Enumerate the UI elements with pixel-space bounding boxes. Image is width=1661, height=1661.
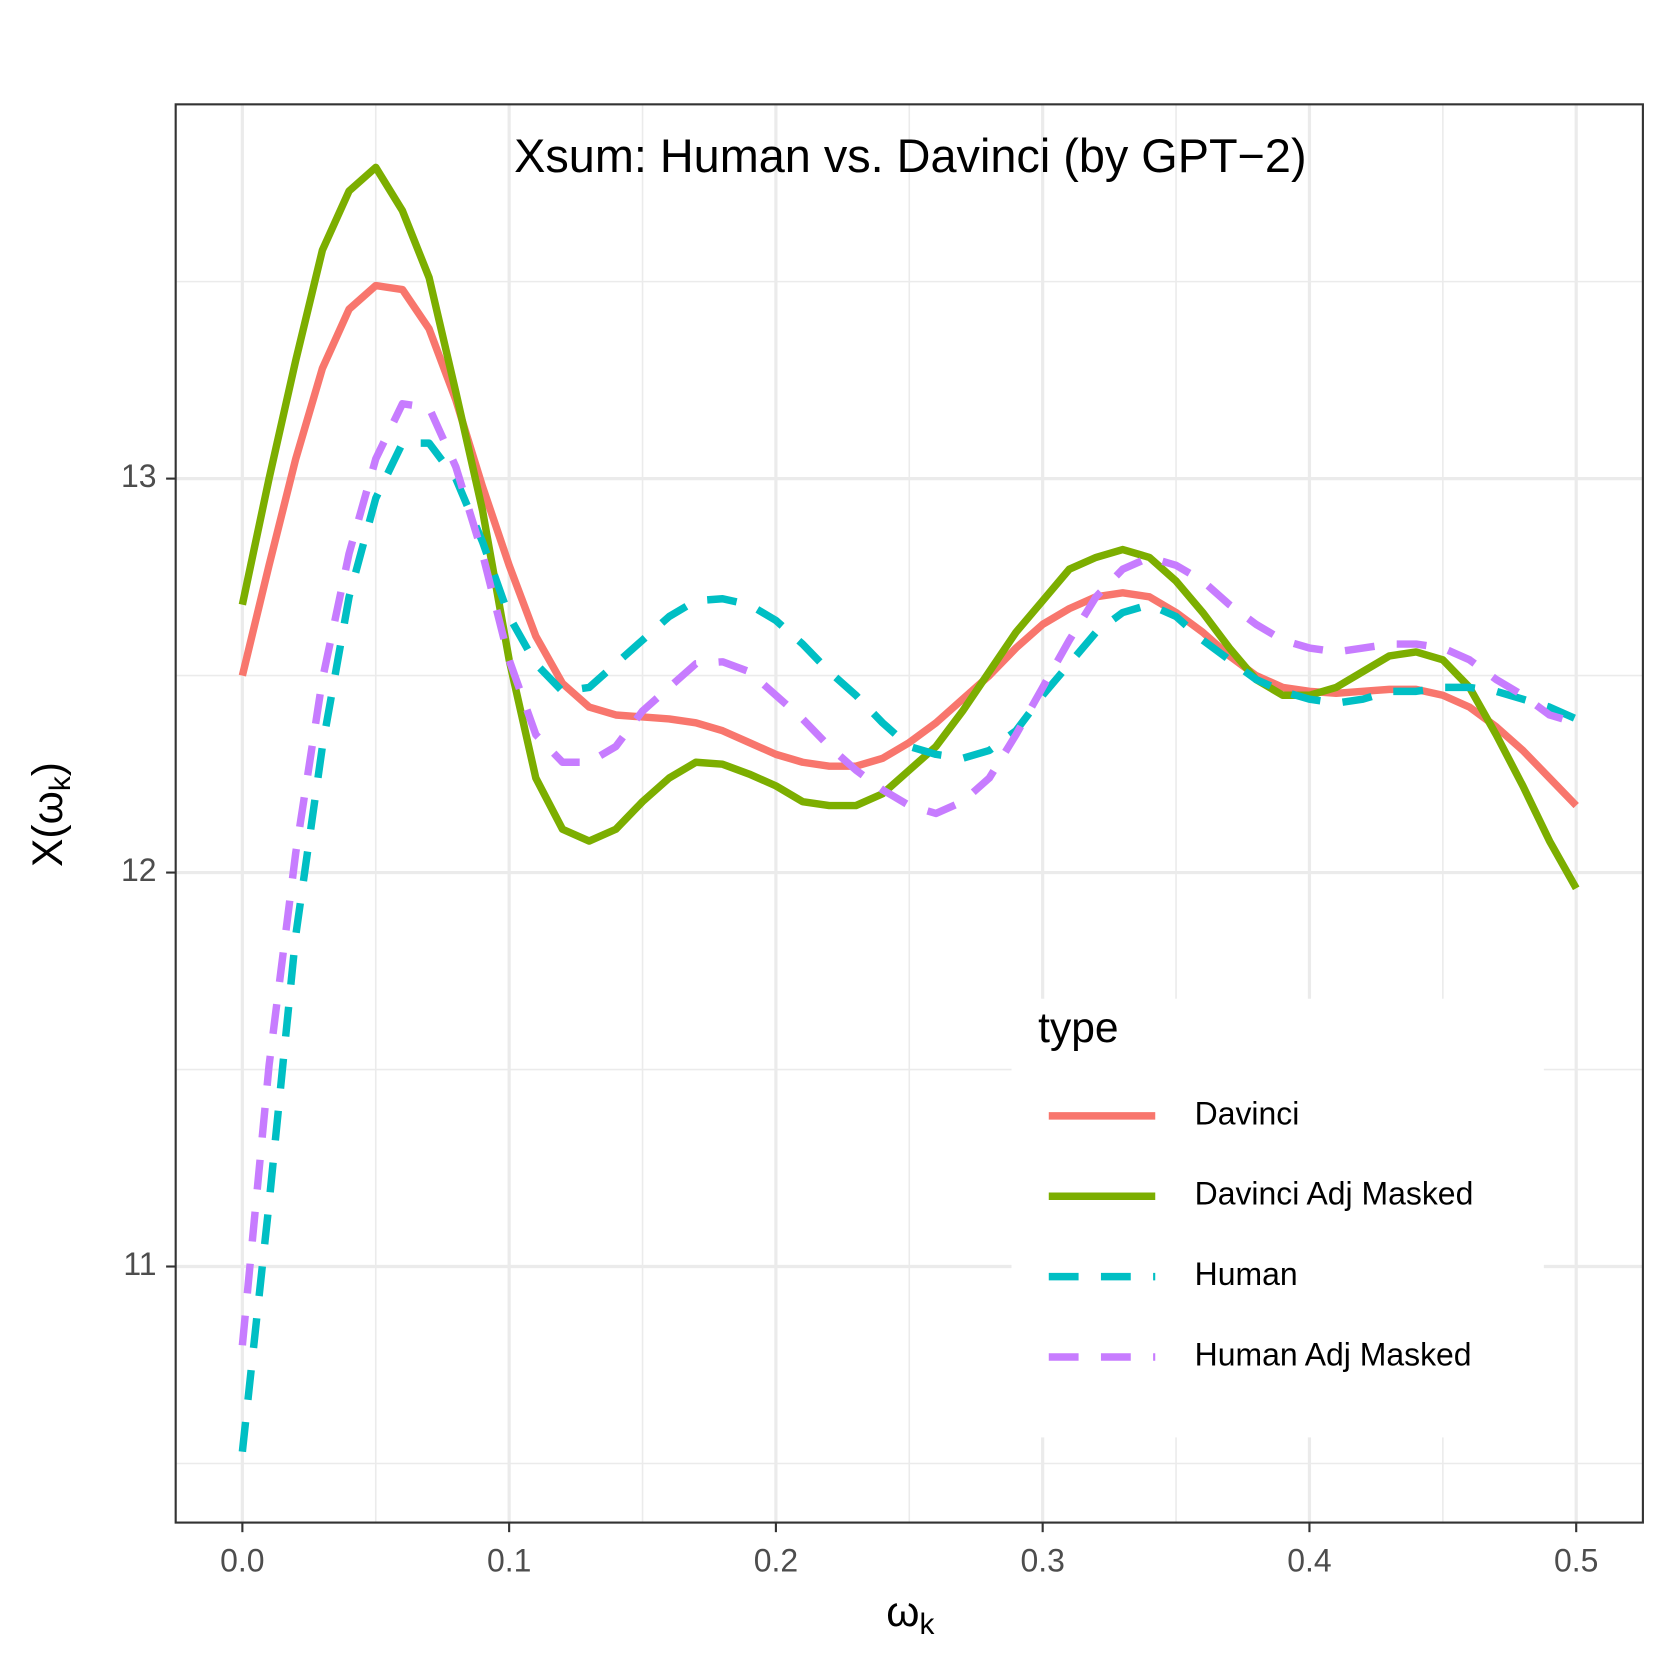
y-axis-title-main: X(ω (24, 791, 72, 867)
x-axis-title: ωk (886, 1588, 934, 1640)
chart-title: Xsum: Human vs. Davinci (by GPT−2) (514, 130, 1306, 182)
legend: type Davinci Davinci Adj Masked Human Human … (1011, 998, 1544, 1438)
legend-label: Human (1195, 1256, 1298, 1292)
y-tick-label: 12 (121, 852, 157, 888)
legend-label: Davinci Adj Masked (1195, 1176, 1474, 1212)
legend-title: type (1038, 1004, 1118, 1052)
x-tick-label: 0.0 (220, 1542, 264, 1578)
legend-label: Davinci (1195, 1095, 1300, 1131)
x-axis-title-sub: k (920, 1608, 935, 1641)
series-line (238, 163, 1580, 891)
legend-label: Human Adj Masked (1195, 1336, 1472, 1372)
x-tick-label: 0.1 (487, 1542, 531, 1578)
axes: 0.0 0.1 0.2 0.3 0.4 0.5 11 12 13 (121, 458, 1598, 1578)
x-axis-title-main: ω (886, 1588, 919, 1636)
y-tick-label: 11 (123, 1246, 156, 1282)
panel-border (174, 103, 1644, 1524)
legend-background (1011, 998, 1544, 1438)
series-line (238, 439, 1578, 1453)
y-axis-title: X(ωk) (24, 762, 76, 867)
x-tick-label: 0.2 (754, 1542, 798, 1578)
x-tick-label: 0.3 (1020, 1542, 1064, 1578)
x-tick-label: 0.4 (1287, 1542, 1331, 1578)
y-axis-title-sub: k (44, 776, 77, 791)
x-tick-label: 0.5 (1554, 1542, 1598, 1578)
lines (238, 163, 1580, 1453)
series-line (238, 400, 1578, 1346)
y-tick-label: 13 (121, 458, 157, 494)
y-axis-title-end: ) (24, 762, 72, 776)
